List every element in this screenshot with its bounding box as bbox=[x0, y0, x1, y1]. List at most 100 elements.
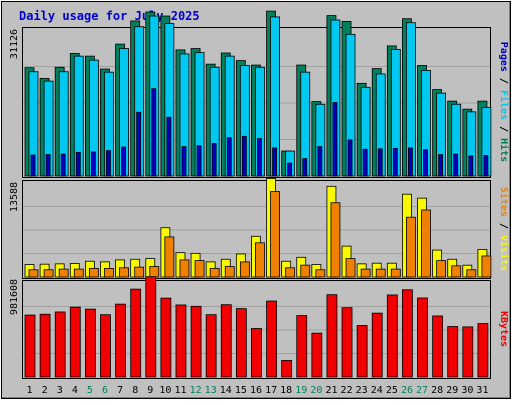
bar-sites-day-9 bbox=[149, 266, 160, 278]
legend-hits: Hits bbox=[498, 138, 510, 162]
legend-visits: Visits bbox=[498, 235, 510, 271]
legend-pages: Pages bbox=[498, 42, 509, 72]
bar-sites-day-10 bbox=[164, 236, 175, 278]
x-tick-label-day-16: 16 bbox=[250, 385, 262, 396]
bar-sites-day-13 bbox=[209, 268, 220, 278]
panel-sites-visits: 13588 Sites / Visits bbox=[9, 178, 510, 279]
legend-kbytes: KBytes bbox=[498, 311, 509, 347]
x-tick-label-day-27: 27 bbox=[416, 385, 428, 396]
legend-separator: / bbox=[498, 217, 509, 235]
bar-sites-day-8 bbox=[134, 266, 145, 278]
legend-files: Files bbox=[498, 90, 510, 120]
x-tick-label-day-19: 19 bbox=[295, 385, 307, 396]
bar-pages-day-18 bbox=[287, 162, 293, 177]
bar-kbytes-day-2 bbox=[39, 313, 51, 378]
y-tick-label: 13588 bbox=[9, 182, 20, 212]
bar-kbytes-day-11 bbox=[175, 304, 187, 378]
bar-sites-day-15 bbox=[239, 261, 250, 278]
bar-kbytes-day-13 bbox=[205, 314, 217, 378]
bar-pages-day-16 bbox=[257, 138, 262, 177]
chart-title: Daily usage for July 2025 bbox=[19, 9, 200, 23]
bar-pages-day-5 bbox=[90, 151, 96, 177]
bar-sites-day-28 bbox=[436, 260, 447, 278]
bar-sites-day-20 bbox=[315, 269, 326, 278]
bar-pages-day-1 bbox=[30, 154, 36, 177]
bar-pages-day-29 bbox=[453, 153, 459, 177]
bar-kbytes-day-4 bbox=[69, 306, 81, 378]
bar-kbytes-day-3 bbox=[54, 311, 66, 378]
bar-pages-day-30 bbox=[468, 155, 474, 177]
bar-pages-day-8 bbox=[136, 111, 142, 177]
bar-sites-day-16 bbox=[255, 242, 265, 278]
x-tick-label-day-3: 3 bbox=[57, 385, 63, 396]
bar-kbytes-day-6 bbox=[100, 314, 111, 378]
bar-pages-day-21 bbox=[332, 102, 338, 177]
series-kbytes bbox=[24, 276, 489, 378]
bar-kbytes-day-25 bbox=[386, 294, 398, 378]
bar-sites-day-17 bbox=[270, 191, 280, 278]
bar-pages-day-9 bbox=[151, 88, 157, 177]
bar-sites-day-30 bbox=[466, 269, 477, 278]
y-tick-label: 981608 bbox=[9, 279, 20, 315]
bar-kbytes-day-10 bbox=[160, 297, 172, 378]
x-tick-label-day-5: 5 bbox=[87, 385, 93, 396]
x-tick-label-day-24: 24 bbox=[371, 385, 383, 396]
x-tick-label-day-21: 21 bbox=[325, 385, 337, 396]
bar-sites-day-1 bbox=[28, 269, 39, 278]
x-tick-label-day-17: 17 bbox=[265, 385, 277, 396]
x-tick-label-day-2: 2 bbox=[42, 385, 48, 396]
bar-kbytes-day-24 bbox=[371, 312, 383, 378]
bar-pages-day-25 bbox=[392, 147, 398, 177]
bar-pages-day-28 bbox=[438, 154, 444, 177]
x-tick-label-day-31: 31 bbox=[476, 385, 488, 396]
bar-kbytes-day-15 bbox=[235, 308, 247, 378]
bar-kbytes-day-16 bbox=[251, 328, 262, 378]
bar-pages-day-22 bbox=[347, 139, 353, 177]
legend-separator: / bbox=[498, 120, 509, 138]
bar-kbytes-day-1 bbox=[24, 314, 36, 378]
x-tick-label-day-20: 20 bbox=[310, 385, 322, 396]
panel-legend: KBytes bbox=[498, 311, 509, 347]
bar-kbytes-day-20 bbox=[311, 332, 323, 378]
frame-border bbox=[1, 1, 511, 399]
bar-sites-day-2 bbox=[43, 269, 54, 278]
bar-sites-day-25 bbox=[390, 268, 401, 278]
bar-kbytes-day-27 bbox=[417, 297, 428, 378]
bar-pages-day-11 bbox=[181, 146, 187, 177]
bar-kbytes-day-31 bbox=[477, 323, 489, 378]
bar-kbytes-day-30 bbox=[462, 326, 474, 378]
bar-pages-day-19 bbox=[302, 158, 308, 177]
x-tick-label-day-28: 28 bbox=[431, 385, 443, 396]
bar-pages-day-6 bbox=[106, 150, 111, 177]
bar-sites-day-4 bbox=[73, 268, 84, 278]
series-pages bbox=[30, 88, 489, 177]
bar-kbytes-day-5 bbox=[84, 308, 96, 378]
x-tick-label-day-10: 10 bbox=[159, 385, 171, 396]
bar-pages-day-10 bbox=[166, 116, 172, 177]
x-tick-label-day-11: 11 bbox=[174, 385, 186, 396]
series-sites bbox=[28, 191, 492, 278]
bar-sites-day-22 bbox=[345, 258, 356, 278]
x-tick-label-day-15: 15 bbox=[235, 385, 247, 396]
bar-kbytes-day-26 bbox=[402, 289, 413, 378]
x-tick-label-day-14: 14 bbox=[220, 385, 232, 396]
bar-kbytes-day-8 bbox=[130, 288, 142, 378]
bar-sites-day-31 bbox=[481, 255, 492, 278]
bar-pages-day-24 bbox=[377, 148, 383, 177]
x-tick-label-day-4: 4 bbox=[72, 385, 78, 396]
x-tick-label-day-13: 13 bbox=[205, 385, 217, 396]
legend-sites: Sites bbox=[498, 187, 510, 217]
bar-kbytes-day-21 bbox=[326, 294, 338, 378]
bar-pages-day-23 bbox=[362, 148, 368, 177]
bar-sites-day-27 bbox=[421, 209, 431, 278]
bar-kbytes-day-18 bbox=[281, 360, 293, 378]
bar-kbytes-day-9 bbox=[145, 276, 157, 378]
panel-pages-files-hits: 31126 Pages / Files / Hits bbox=[9, 10, 510, 178]
bar-pages-day-17 bbox=[272, 147, 277, 177]
x-tick-label-day-9: 9 bbox=[147, 385, 153, 396]
bar-kbytes-day-7 bbox=[115, 303, 126, 378]
panel-kbytes: 981608 KBytes bbox=[9, 276, 509, 379]
x-tick-label-day-12: 12 bbox=[190, 385, 202, 396]
bar-pages-day-3 bbox=[60, 153, 66, 177]
